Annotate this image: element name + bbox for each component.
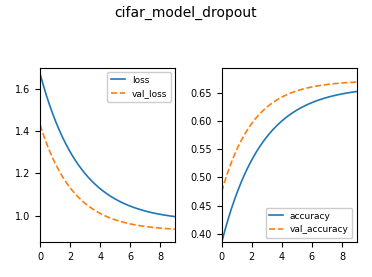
val_loss <box>173 227 177 231</box>
val_accuracy <box>302 87 307 90</box>
val_accuracy <box>219 190 224 193</box>
Legend: loss, val_loss: loss, val_loss <box>108 72 171 102</box>
accuracy <box>334 94 338 97</box>
accuracy <box>219 241 224 244</box>
val_accuracy <box>299 88 304 91</box>
loss <box>118 200 122 203</box>
accuracy <box>342 92 347 95</box>
loss <box>118 200 123 204</box>
val_accuracy <box>334 82 338 85</box>
val_accuracy <box>342 81 347 84</box>
val_loss <box>118 220 123 223</box>
loss <box>160 213 165 216</box>
Line: accuracy: accuracy <box>222 91 357 242</box>
accuracy <box>355 90 359 93</box>
accuracy <box>220 239 224 242</box>
Line: val_accuracy: val_accuracy <box>222 82 357 191</box>
val_loss <box>38 123 42 126</box>
loss <box>38 74 43 77</box>
val_loss <box>160 227 165 230</box>
accuracy <box>302 104 307 107</box>
loss <box>152 211 156 215</box>
val_loss <box>152 226 156 229</box>
val_loss <box>118 220 122 223</box>
Line: loss: loss <box>40 74 175 217</box>
Text: cifar_model_dropout: cifar_model_dropout <box>115 6 257 20</box>
loss <box>173 215 177 218</box>
loss <box>121 201 125 205</box>
accuracy <box>300 106 305 109</box>
Legend: accuracy, val_accuracy: accuracy, val_accuracy <box>266 208 353 238</box>
val_accuracy <box>300 88 305 91</box>
loss <box>38 72 42 76</box>
accuracy <box>299 106 304 109</box>
val_loss <box>38 124 43 128</box>
Line: val_loss: val_loss <box>40 125 175 229</box>
val_accuracy <box>220 188 224 192</box>
val_accuracy <box>355 80 359 84</box>
val_loss <box>121 220 125 224</box>
